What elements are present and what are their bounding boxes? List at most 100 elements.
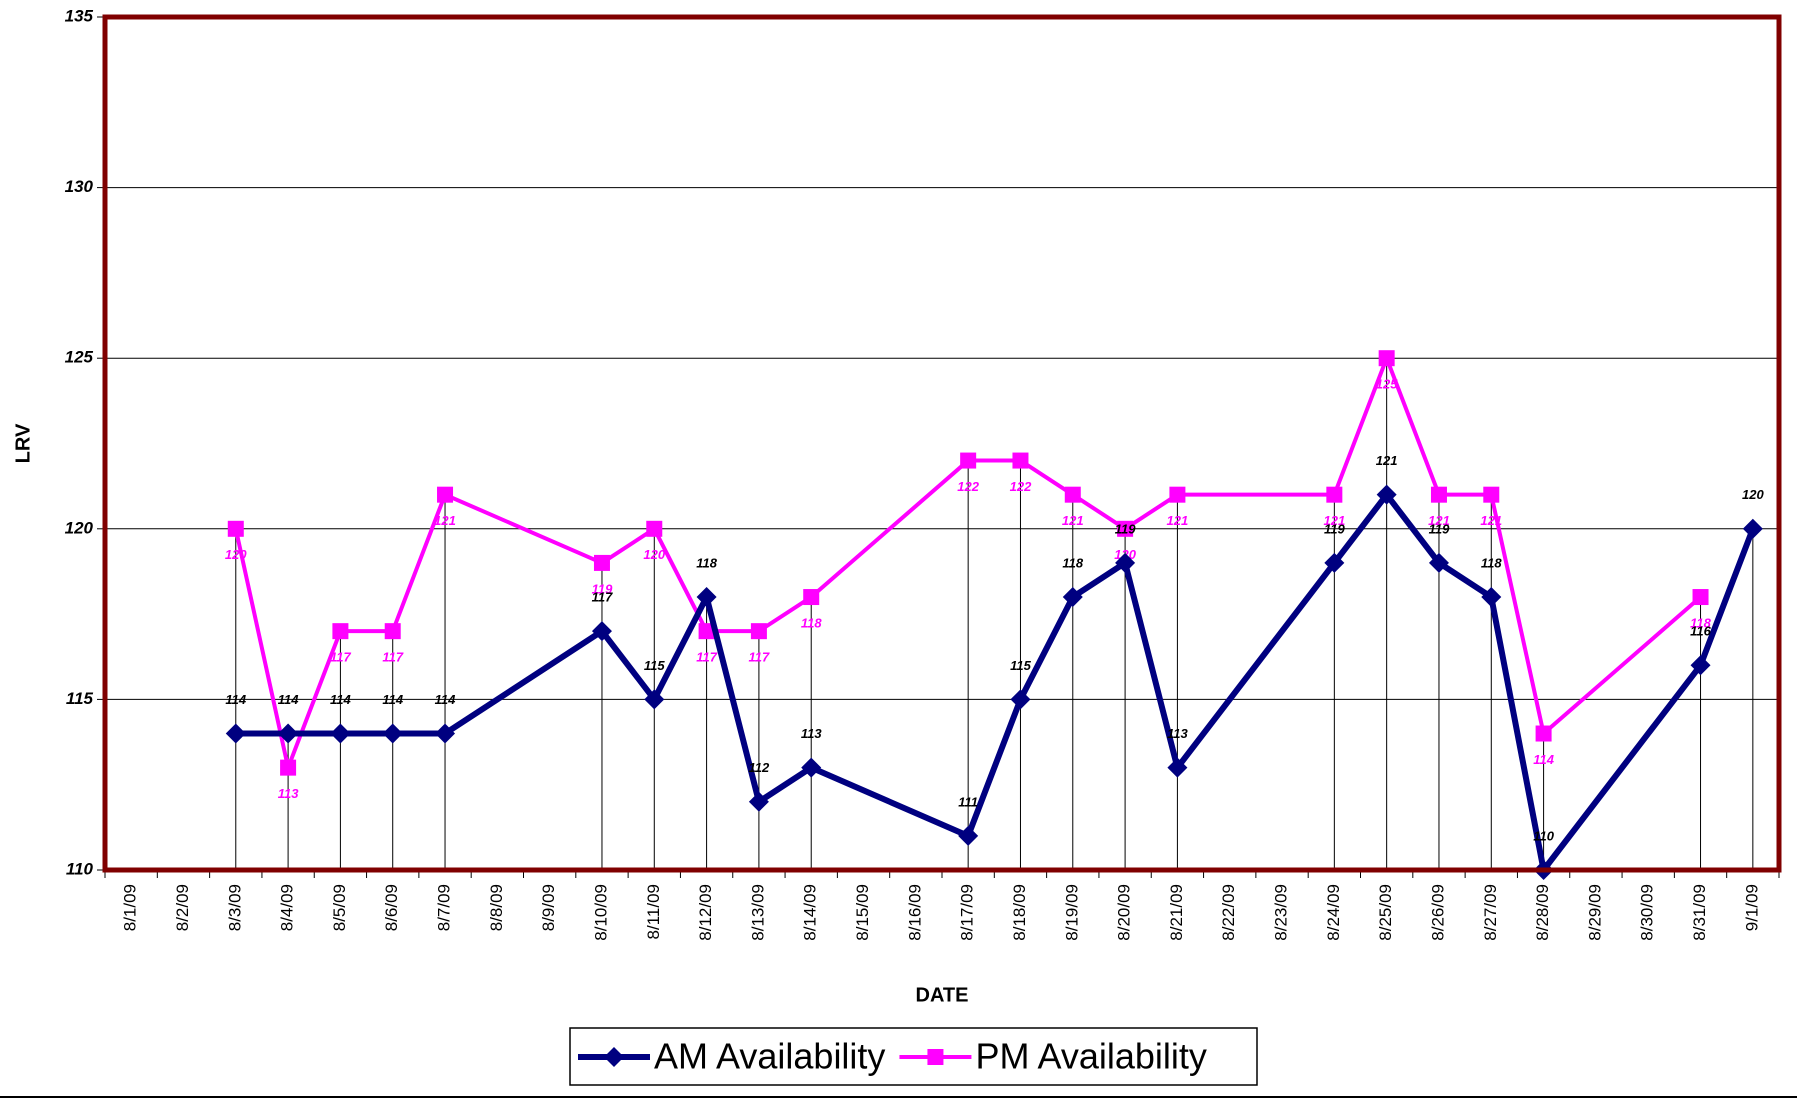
- data-label: 117: [749, 650, 770, 665]
- data-label: 118: [801, 615, 822, 630]
- x-tick-label: 8/4/09: [278, 884, 297, 931]
- x-tick-label: 8/2/09: [173, 884, 192, 931]
- data-label: 111: [958, 794, 978, 809]
- data-point: [1376, 484, 1397, 505]
- x-tick-label: 8/27/09: [1481, 884, 1500, 941]
- data-label: 120: [1742, 487, 1764, 502]
- x-axis-title: DATE: [916, 984, 969, 1006]
- data-label: 114: [278, 692, 299, 707]
- data-point: [1324, 552, 1345, 573]
- data-point: [958, 825, 979, 846]
- data-point: [332, 623, 349, 640]
- data-label: 113: [278, 786, 299, 801]
- data-label: 119: [592, 581, 613, 596]
- data-label: 117: [592, 590, 613, 605]
- x-tick-label: 8/10/09: [591, 884, 610, 941]
- data-label: 121: [1480, 513, 1502, 528]
- data-label: 121: [1323, 513, 1345, 528]
- data-point: [646, 520, 663, 537]
- data-label: 120: [643, 547, 665, 562]
- data-point: [227, 520, 244, 537]
- x-tick-label: 8/28/09: [1533, 884, 1552, 941]
- data-point: [384, 623, 401, 640]
- data-label: 110: [1533, 828, 1554, 843]
- x-tick-label: 8/14/09: [801, 884, 820, 941]
- y-tick-label: 115: [66, 689, 94, 708]
- x-tick-label: 8/31/09: [1690, 884, 1709, 941]
- data-point: [591, 621, 612, 642]
- legend-marker: [927, 1049, 944, 1065]
- data-point: [1064, 486, 1081, 503]
- data-label: 118: [1062, 555, 1083, 570]
- x-tick-label: 8/25/09: [1376, 884, 1395, 941]
- data-point: [1430, 486, 1447, 503]
- data-point: [1062, 587, 1083, 608]
- y-tick-label: 135: [65, 6, 94, 25]
- legend-label: PM Availability: [975, 1036, 1206, 1077]
- data-point: [644, 689, 665, 710]
- data-label: 122: [1010, 479, 1032, 494]
- data-label: 114: [1533, 752, 1554, 767]
- data-point: [1692, 589, 1709, 606]
- data-point: [1326, 486, 1343, 503]
- data-point: [1010, 689, 1031, 710]
- data-point: [225, 723, 246, 744]
- data-point: [750, 623, 767, 640]
- x-tick-label: 8/8/09: [487, 884, 506, 931]
- data-label: 118: [1481, 555, 1502, 570]
- x-tick-label: 8/30/09: [1638, 884, 1657, 941]
- data-point: [437, 486, 454, 503]
- data-point: [1012, 452, 1029, 469]
- data-label: 113: [801, 726, 822, 741]
- x-tick-label: 8/17/09: [958, 884, 977, 941]
- data-label: 113: [1167, 726, 1188, 741]
- x-tick-label: 8/21/09: [1167, 884, 1186, 941]
- data-point: [1481, 587, 1502, 608]
- data-point: [278, 723, 299, 744]
- data-point: [1742, 518, 1763, 539]
- data-point: [435, 723, 456, 744]
- y-tick-label: 120: [65, 518, 94, 537]
- data-label: 114: [225, 692, 246, 707]
- data-label: 114: [435, 692, 456, 707]
- x-tick-label: 8/20/09: [1115, 884, 1134, 941]
- x-tick-label: 8/18/09: [1010, 884, 1029, 941]
- series-line: [235, 491, 1756, 873]
- data-label: 112: [749, 760, 770, 775]
- data-label: 116: [1690, 624, 1711, 639]
- x-tick-label: 8/5/09: [330, 884, 349, 931]
- data-label: 119: [1324, 521, 1345, 536]
- x-tick-label: 8/23/09: [1272, 884, 1291, 941]
- legend-label: AM Availability: [654, 1036, 885, 1077]
- x-tick-label: 8/29/09: [1585, 884, 1604, 941]
- x-tick-label: 9/1/09: [1742, 884, 1761, 931]
- x-tick-label: 8/3/09: [225, 884, 244, 931]
- data-label: 114: [382, 692, 403, 707]
- data-point: [1115, 552, 1136, 573]
- plot-frame: [102, 14, 1782, 873]
- data-point: [1483, 486, 1500, 503]
- data-label: 115: [644, 658, 665, 673]
- data-point: [960, 452, 977, 469]
- data-label: 121: [1376, 453, 1398, 468]
- data-point: [593, 554, 610, 571]
- x-tick-label: 8/7/09: [435, 884, 454, 931]
- data-label: 121: [434, 513, 456, 528]
- x-tick-label: 8/6/09: [382, 884, 401, 931]
- data-label: 118: [1690, 615, 1711, 630]
- data-label: 121: [1428, 513, 1450, 528]
- data-label: 117: [696, 650, 717, 665]
- x-tick-label: 8/26/09: [1428, 884, 1447, 941]
- data-label: 118: [696, 555, 717, 570]
- data-label: 121: [1062, 513, 1084, 528]
- data-label: 114: [330, 692, 351, 707]
- data-point: [748, 791, 769, 812]
- x-tick-label: 8/9/09: [539, 884, 558, 931]
- x-tick-label: 8/15/09: [853, 884, 872, 941]
- x-tick-label: 8/11/09: [644, 884, 663, 939]
- data-point: [1690, 655, 1711, 676]
- x-tick-label: 8/12/09: [696, 884, 715, 941]
- x-tick-label: 8/22/09: [1219, 884, 1238, 941]
- data-label: 119: [1115, 521, 1136, 536]
